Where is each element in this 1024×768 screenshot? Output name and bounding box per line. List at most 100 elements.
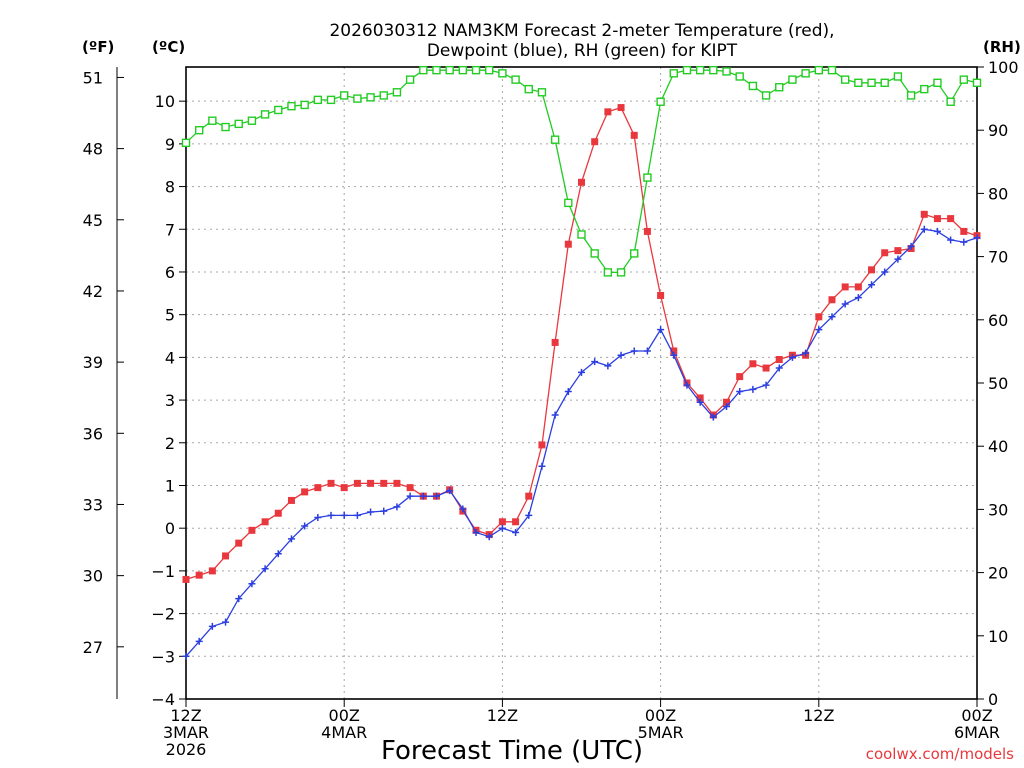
data-point bbox=[578, 368, 585, 376]
data-point bbox=[630, 131, 638, 139]
data-point bbox=[788, 75, 797, 84]
data-point bbox=[235, 539, 243, 547]
data-point bbox=[973, 234, 981, 242]
x-tick-label: 12Z bbox=[487, 706, 518, 725]
data-point bbox=[775, 364, 783, 372]
data-point bbox=[221, 122, 230, 132]
data-point bbox=[367, 479, 375, 487]
data-point bbox=[287, 101, 296, 111]
data-point bbox=[854, 283, 862, 291]
data-point bbox=[656, 97, 665, 106]
series-line bbox=[185, 69, 978, 274]
data-point bbox=[406, 492, 414, 500]
rh-tick-label: 20 bbox=[988, 564, 1008, 583]
data-point bbox=[894, 255, 902, 263]
fahrenheit-tick-label: 39 bbox=[83, 353, 103, 372]
series-2-meter-temperature bbox=[182, 104, 981, 583]
data-point bbox=[657, 291, 665, 299]
celsius-tick-label: −4 bbox=[151, 690, 175, 709]
data-point bbox=[261, 565, 269, 573]
data-point bbox=[854, 294, 862, 302]
x-tick-label: 5MAR bbox=[638, 723, 684, 742]
data-point bbox=[340, 511, 348, 519]
data-point bbox=[445, 65, 454, 75]
data-point bbox=[736, 388, 744, 396]
data-point bbox=[868, 266, 876, 274]
data-point bbox=[867, 78, 876, 88]
celsius-tick-label: 10 bbox=[155, 92, 175, 111]
data-point bbox=[432, 65, 441, 75]
chart-title-line-1: 2026030312 NAM3KM Forecast 2-meter Tempe… bbox=[329, 21, 834, 41]
celsius-tick-label: 1 bbox=[165, 476, 175, 495]
data-point bbox=[696, 398, 704, 406]
rh-tick-label: 0 bbox=[988, 690, 998, 709]
x-tick-label: 00Z bbox=[645, 706, 676, 725]
celsius-tick-label: −1 bbox=[151, 562, 175, 581]
data-point bbox=[432, 492, 440, 500]
data-point bbox=[617, 351, 625, 359]
data-point bbox=[248, 580, 256, 588]
data-point bbox=[815, 313, 823, 321]
x-tick-label: 4MAR bbox=[321, 723, 367, 742]
data-point bbox=[840, 75, 850, 84]
data-point bbox=[564, 240, 572, 248]
data-point bbox=[327, 511, 335, 519]
data-point bbox=[972, 78, 982, 88]
data-point bbox=[749, 385, 757, 393]
data-point bbox=[340, 91, 349, 100]
data-point bbox=[960, 227, 968, 235]
data-point bbox=[301, 488, 309, 496]
celsius-tick-label: 7 bbox=[165, 220, 175, 239]
data-point bbox=[261, 518, 269, 526]
data-point bbox=[946, 97, 955, 106]
data-point bbox=[828, 313, 836, 321]
data-point bbox=[670, 347, 678, 355]
rh-tick-label: 70 bbox=[988, 248, 1008, 267]
data-point bbox=[353, 94, 362, 103]
data-point bbox=[591, 138, 599, 146]
data-point bbox=[393, 503, 401, 511]
data-point bbox=[195, 571, 203, 579]
data-point bbox=[947, 236, 955, 244]
x-axis-label: Forecast Time (UTC) bbox=[381, 736, 643, 766]
data-point bbox=[247, 116, 257, 125]
data-point bbox=[538, 441, 546, 449]
data-point bbox=[458, 65, 468, 75]
data-point bbox=[222, 552, 230, 560]
fahrenheit-tick-label: 36 bbox=[83, 424, 103, 443]
data-point bbox=[287, 535, 295, 543]
data-point bbox=[696, 394, 704, 402]
x-tick-label: 6MAR bbox=[954, 723, 1000, 742]
data-point bbox=[736, 373, 744, 381]
data-point bbox=[353, 479, 361, 487]
data-point bbox=[538, 462, 546, 470]
data-point bbox=[511, 75, 520, 84]
data-point bbox=[841, 300, 849, 308]
data-point bbox=[194, 125, 204, 135]
data-point bbox=[881, 268, 889, 276]
data-point bbox=[841, 283, 849, 291]
x-tick-label: 3MAR bbox=[163, 723, 209, 742]
x-tick-label: 12Z bbox=[803, 706, 834, 725]
data-point bbox=[947, 215, 955, 223]
data-point bbox=[761, 91, 771, 100]
data-point bbox=[551, 411, 559, 419]
fahrenheit-tick-label: 48 bbox=[83, 140, 103, 159]
data-point bbox=[472, 528, 480, 536]
data-point bbox=[301, 522, 309, 530]
data-point bbox=[735, 72, 744, 81]
data-point bbox=[208, 622, 216, 630]
data-point bbox=[814, 65, 823, 75]
data-point bbox=[577, 230, 586, 239]
data-point bbox=[471, 65, 481, 75]
rh-tick-label: 30 bbox=[988, 500, 1008, 519]
data-point bbox=[762, 381, 770, 389]
series-line bbox=[185, 106, 978, 581]
celsius-tick-label: 6 bbox=[165, 263, 175, 282]
series-dewpoint bbox=[182, 225, 981, 660]
data-point bbox=[603, 268, 613, 277]
data-point bbox=[380, 507, 388, 515]
data-point bbox=[380, 479, 388, 487]
data-point bbox=[933, 215, 941, 223]
data-point bbox=[881, 249, 889, 257]
